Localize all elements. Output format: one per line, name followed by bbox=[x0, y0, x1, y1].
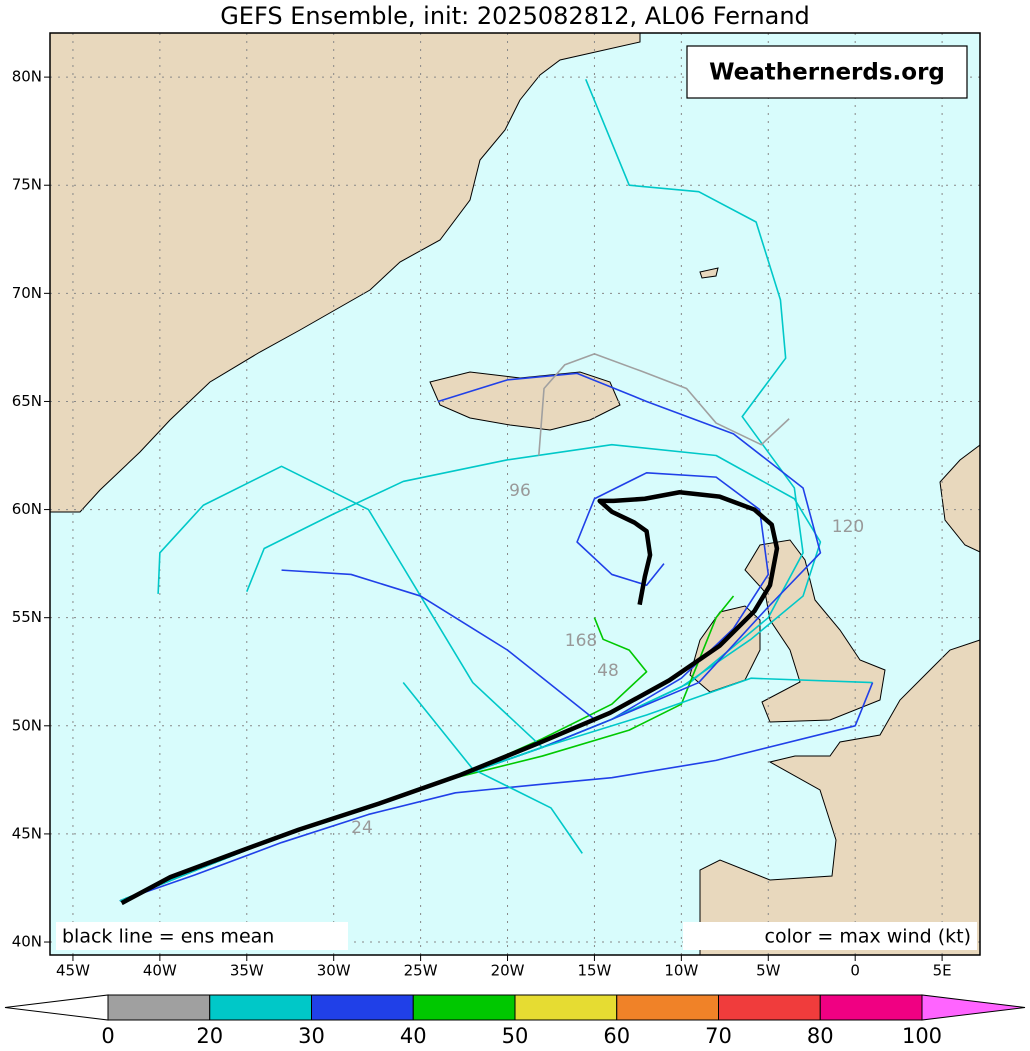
hour-label: 48 bbox=[597, 661, 619, 681]
note-bg bbox=[683, 922, 977, 950]
land bbox=[49, 32, 641, 513]
land bbox=[699, 639, 981, 956]
colorbar-over bbox=[921, 994, 1026, 1021]
note-bg bbox=[56, 922, 348, 950]
note-left: black line = ens mean bbox=[62, 926, 274, 948]
y-tick-label: 70N bbox=[12, 284, 42, 302]
x-tick-label: 30W bbox=[317, 962, 351, 980]
colorbar-label: 40 bbox=[400, 1024, 427, 1048]
colorbar-box bbox=[107, 994, 211, 1021]
y-tick-label: 75N bbox=[12, 176, 42, 194]
colorbar-label: 80 bbox=[807, 1024, 834, 1048]
colorbar-label: 0 bbox=[101, 1024, 114, 1048]
x-tick-label: 25W bbox=[404, 962, 438, 980]
land bbox=[699, 267, 719, 279]
y-tick-label: 50N bbox=[12, 716, 42, 734]
colorbar-label: 50 bbox=[502, 1024, 529, 1048]
y-tick-label: 65N bbox=[12, 392, 42, 410]
land bbox=[429, 371, 621, 431]
watermark-box bbox=[686, 45, 968, 99]
x-tick-label: 20W bbox=[491, 962, 525, 980]
hour-label: 168 bbox=[565, 631, 597, 651]
land bbox=[689, 605, 761, 693]
mean-track bbox=[120, 490, 780, 906]
x-tick-label: 10W bbox=[664, 962, 698, 980]
member-track bbox=[119, 682, 874, 902]
note-right: color = max wind (kt) bbox=[765, 926, 971, 948]
y-tick-label: 60N bbox=[12, 500, 42, 518]
hour-label: 24 bbox=[351, 818, 373, 838]
colorbar-box bbox=[718, 994, 821, 1021]
y-tick-label: 55N bbox=[12, 608, 42, 626]
colorbar-label: 30 bbox=[298, 1024, 325, 1048]
colorbar-box bbox=[311, 994, 414, 1021]
x-tick-label: 40W bbox=[143, 962, 177, 980]
colorbar-box bbox=[514, 994, 618, 1021]
watermark: Weathernerds.org bbox=[709, 60, 945, 86]
colorbar-label: 20 bbox=[196, 1024, 223, 1048]
colorbar-label: 100 bbox=[902, 1024, 942, 1048]
colorbar-label: 60 bbox=[603, 1024, 630, 1048]
colorbar-box bbox=[209, 994, 312, 1021]
member-track bbox=[402, 682, 583, 854]
hour-label: 96 bbox=[509, 481, 531, 501]
colorbar-box bbox=[412, 994, 516, 1021]
colorbar-box bbox=[819, 994, 923, 1021]
x-tick-label: 5W bbox=[756, 962, 781, 980]
chart-title: GEFS Ensemble, init: 2025082812, AL06 Fe… bbox=[220, 2, 810, 30]
x-tick-label: 45W bbox=[56, 962, 90, 980]
x-tick-label: 15W bbox=[577, 962, 611, 980]
y-tick-label: 45N bbox=[12, 824, 42, 842]
frame bbox=[49, 32, 981, 956]
member-track bbox=[538, 353, 790, 456]
member-track bbox=[281, 569, 595, 720]
colorbar-under bbox=[4, 994, 109, 1021]
x-tick-label: 0 bbox=[850, 962, 860, 980]
colorbar-label: 70 bbox=[705, 1024, 732, 1048]
y-tick-label: 80N bbox=[12, 68, 42, 86]
y-tick-label: 40N bbox=[12, 933, 42, 951]
x-tick-label: 5E bbox=[933, 962, 952, 980]
x-tick-label: 35W bbox=[230, 962, 264, 980]
colorbar-box bbox=[616, 994, 719, 1021]
hour-label: 120 bbox=[832, 517, 864, 537]
